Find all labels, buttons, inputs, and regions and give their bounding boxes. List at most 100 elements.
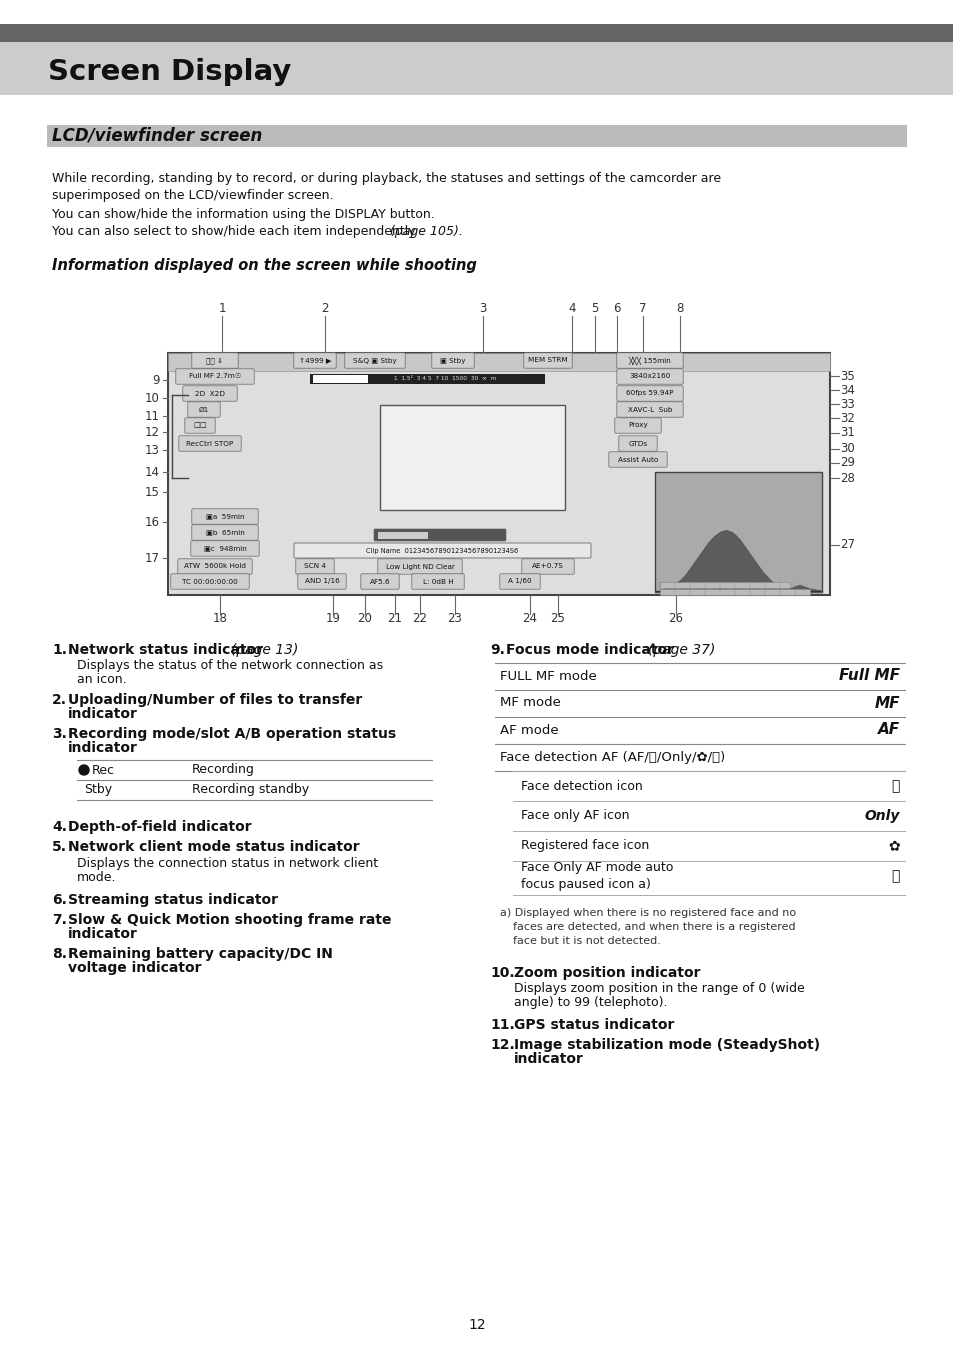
Text: Low Light ND Clear: Low Light ND Clear	[385, 564, 454, 569]
Text: 15: 15	[145, 485, 160, 499]
FancyBboxPatch shape	[617, 385, 682, 402]
Text: Rec: Rec	[91, 764, 115, 776]
Text: Full MF: Full MF	[838, 668, 899, 684]
Text: Face detection AF (AF/⓹/Only/✿/⛶): Face detection AF (AF/⓹/Only/✿/⛶)	[499, 750, 724, 764]
Text: Image stabilization mode (SteadyShot): Image stabilization mode (SteadyShot)	[514, 1038, 820, 1052]
Bar	[0, 24, 953, 42]
FancyBboxPatch shape	[192, 508, 258, 525]
FancyBboxPatch shape	[295, 558, 334, 575]
Bar	[310, 375, 544, 384]
Text: 3840x2160: 3840x2160	[629, 373, 670, 380]
FancyBboxPatch shape	[175, 369, 253, 384]
Text: ⓹: ⓹	[891, 779, 899, 794]
Text: 8: 8	[676, 301, 683, 315]
Text: 19: 19	[325, 611, 340, 625]
FancyBboxPatch shape	[188, 402, 220, 418]
Text: FULL MF mode: FULL MF mode	[499, 669, 597, 683]
Text: Recording mode/slot A/B operation status: Recording mode/slot A/B operation status	[68, 727, 395, 741]
Text: Depth-of-field indicator: Depth-of-field indicator	[68, 821, 252, 834]
Text: AF5.6: AF5.6	[370, 579, 390, 584]
Text: 5: 5	[591, 301, 598, 315]
FancyBboxPatch shape	[183, 385, 237, 402]
Text: 60fps 59.94P: 60fps 59.94P	[625, 391, 673, 396]
FancyBboxPatch shape	[178, 435, 241, 452]
FancyBboxPatch shape	[360, 573, 398, 589]
Text: 10.: 10.	[490, 965, 514, 980]
FancyBboxPatch shape	[521, 558, 574, 575]
Text: angle) to 99 (telephoto).: angle) to 99 (telephoto).	[514, 996, 667, 1009]
Text: 2.: 2.	[52, 694, 67, 707]
Text: 22: 22	[412, 611, 427, 625]
Text: 27: 27	[840, 538, 854, 552]
Text: 7.: 7.	[52, 913, 67, 927]
Text: 17: 17	[145, 552, 160, 565]
Text: ATW  5600k Hold: ATW 5600k Hold	[184, 564, 246, 569]
Text: Focus mode indicator: Focus mode indicator	[505, 644, 679, 657]
Text: 32: 32	[840, 411, 854, 425]
Text: 14: 14	[145, 465, 160, 479]
Text: Face detection icon: Face detection icon	[520, 780, 642, 792]
FancyBboxPatch shape	[432, 353, 474, 368]
Text: Proxy: Proxy	[627, 422, 647, 429]
Text: 7: 7	[639, 301, 646, 315]
Text: ▣c  948min: ▣c 948min	[203, 545, 246, 552]
Text: 9.: 9.	[490, 644, 504, 657]
Text: ▣ Stby: ▣ Stby	[439, 357, 465, 364]
Text: indicator: indicator	[514, 1052, 583, 1065]
Text: 26: 26	[668, 611, 682, 625]
FancyBboxPatch shape	[192, 525, 258, 541]
Text: 5.: 5.	[52, 840, 67, 854]
Text: XAVC-L  Sub: XAVC-L Sub	[627, 407, 672, 412]
FancyBboxPatch shape	[523, 353, 572, 368]
Text: MF mode: MF mode	[499, 696, 560, 710]
Text: Information displayed on the screen while shooting: Information displayed on the screen whil…	[52, 258, 476, 273]
Text: Assist Auto: Assist Auto	[618, 457, 658, 462]
Text: 11: 11	[145, 410, 160, 422]
Text: 12: 12	[468, 1318, 485, 1332]
Text: mode.: mode.	[77, 871, 116, 884]
Text: Zoom position indicator: Zoom position indicator	[514, 965, 700, 980]
Text: AND 1/16: AND 1/16	[304, 579, 339, 584]
Text: Face only AF icon: Face only AF icon	[520, 810, 629, 822]
Text: 4: 4	[568, 301, 576, 315]
Text: MEM STRM: MEM STRM	[528, 357, 567, 364]
Text: indicator: indicator	[68, 707, 138, 721]
Bar	[659, 589, 809, 595]
Text: indicator: indicator	[68, 927, 138, 941]
Bar	[168, 353, 829, 370]
FancyBboxPatch shape	[177, 558, 252, 575]
Text: Stby: Stby	[84, 784, 112, 796]
Text: 16: 16	[145, 515, 160, 529]
Text: 20: 20	[357, 611, 372, 625]
Text: superimposed on the LCD/viewfinder screen.: superimposed on the LCD/viewfinder scree…	[52, 189, 334, 201]
FancyBboxPatch shape	[171, 573, 249, 589]
Text: You can show/hide the information using the DISPLAY button.: You can show/hide the information using …	[52, 208, 435, 220]
Text: 1: 1	[218, 301, 226, 315]
Text: Uploading/Number of files to transfer: Uploading/Number of files to transfer	[68, 694, 362, 707]
Text: Recording standby: Recording standby	[192, 784, 309, 796]
Text: Streaming status indicator: Streaming status indicator	[68, 894, 277, 907]
Text: Registered face icon: Registered face icon	[520, 840, 649, 853]
Text: Network client mode status indicator: Network client mode status indicator	[68, 840, 359, 854]
FancyBboxPatch shape	[191, 541, 259, 556]
Text: Displays zoom position in the range of 0 (wide: Displays zoom position in the range of 0…	[514, 982, 804, 995]
Text: ▣a  59min: ▣a 59min	[206, 514, 244, 519]
Text: LCD/viewfinder screen: LCD/viewfinder screen	[52, 127, 262, 145]
Text: AE+0.7S: AE+0.7S	[532, 564, 563, 569]
Text: 25: 25	[550, 611, 565, 625]
Text: Slow & Quick Motion shooting frame rate: Slow & Quick Motion shooting frame rate	[68, 913, 391, 927]
Text: 3: 3	[478, 301, 486, 315]
Text: 21: 21	[387, 611, 402, 625]
Text: face but it is not detected.: face but it is not detected.	[513, 936, 660, 946]
Text: ✿: ✿	[887, 840, 899, 853]
Text: 12: 12	[145, 426, 160, 438]
Text: 11.: 11.	[490, 1018, 515, 1032]
Text: ▣b  65min: ▣b 65min	[206, 530, 244, 535]
Text: A 1/60: A 1/60	[508, 579, 531, 584]
Text: Network status indicator: Network status indicator	[68, 644, 268, 657]
FancyBboxPatch shape	[617, 369, 682, 384]
Text: TC 00:00:00:00: TC 00:00:00:00	[182, 579, 237, 584]
Bar	[0, 42, 953, 95]
FancyBboxPatch shape	[294, 544, 590, 558]
FancyBboxPatch shape	[192, 353, 238, 368]
